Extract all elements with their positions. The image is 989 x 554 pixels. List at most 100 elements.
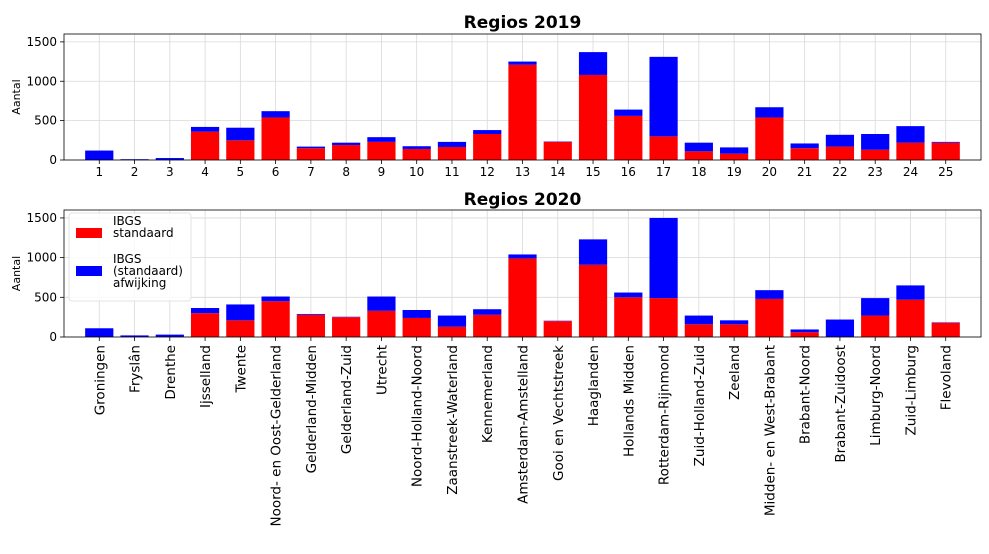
bar-afwijking xyxy=(755,290,783,299)
category-label: 12 xyxy=(480,165,495,179)
bar-standaard xyxy=(614,297,642,337)
bar-standaard xyxy=(861,150,889,160)
bar-afwijking xyxy=(403,146,431,149)
bar-standaard xyxy=(720,324,748,337)
category-label: Groningen xyxy=(92,345,108,415)
bar-standaard xyxy=(332,145,360,160)
bar-afwijking xyxy=(755,107,783,117)
bar-afwijking xyxy=(649,57,677,137)
y-tick-label: 0 xyxy=(49,153,57,167)
bar-standaard xyxy=(720,154,748,160)
y-axis-label: Aantal xyxy=(10,256,23,291)
category-label: 21 xyxy=(797,165,812,179)
bar-afwijking xyxy=(614,293,642,298)
category-label: 18 xyxy=(691,165,706,179)
category-label: 7 xyxy=(307,165,315,179)
bar-standaard xyxy=(826,147,854,160)
bar-afwijking xyxy=(473,309,501,315)
bar-afwijking xyxy=(297,147,325,149)
category-label: 14 xyxy=(550,165,565,179)
bar-standaard xyxy=(438,147,466,160)
bar-standaard xyxy=(438,327,466,337)
legend-swatch xyxy=(76,266,102,276)
bar-standaard xyxy=(367,311,395,337)
category-label: Zeeland xyxy=(727,345,743,400)
bar-afwijking xyxy=(367,297,395,311)
bar-standaard xyxy=(791,332,819,337)
chart-title: Regios 2020 xyxy=(464,190,582,210)
bar-afwijking xyxy=(226,128,254,141)
category-label: Gooi en Vechtstreek xyxy=(551,345,567,481)
bar-afwijking xyxy=(579,239,607,264)
category-label: Drenthe xyxy=(163,345,179,400)
category-label: 9 xyxy=(378,165,386,179)
bar-afwijking xyxy=(438,142,466,147)
category-label: Brabant-Noord xyxy=(798,345,814,444)
category-label: Midden- en West-Brabant xyxy=(762,345,778,516)
bar-standaard xyxy=(297,315,325,337)
bar-standaard xyxy=(614,116,642,160)
category-label: 25 xyxy=(938,165,953,179)
category-label: 10 xyxy=(409,165,424,179)
category-label: Ijsselland xyxy=(198,345,214,408)
bar-afwijking xyxy=(826,135,854,147)
bar-afwijking xyxy=(861,298,889,315)
chart-title: Regios 2019 xyxy=(464,13,582,33)
category-label: 19 xyxy=(726,165,741,179)
bar-afwijking xyxy=(438,316,466,327)
bar-afwijking xyxy=(191,127,219,132)
bar-afwijking xyxy=(579,52,607,75)
category-label: Haaglanden xyxy=(586,345,602,426)
bar-standaard xyxy=(262,117,290,160)
category-label: 1 xyxy=(95,165,103,179)
category-label: Zaanstreek-Waterland xyxy=(445,345,461,495)
category-label: 3 xyxy=(166,165,174,179)
y-tick-label: 500 xyxy=(34,114,57,128)
y-tick-label: 1000 xyxy=(26,251,57,265)
category-label: Amsterdam-Amstelland xyxy=(516,345,532,504)
bar-standaard xyxy=(367,142,395,160)
bar-standaard xyxy=(403,318,431,337)
bar-standaard xyxy=(932,143,960,160)
bar-afwijking xyxy=(932,142,960,143)
bar-standaard xyxy=(473,315,501,337)
bar-standaard xyxy=(226,320,254,337)
category-label: Zuid-Limburg xyxy=(903,345,919,435)
bar-standaard xyxy=(685,324,713,337)
bar-afwijking xyxy=(896,285,924,299)
category-label: Brabant-Zuidoost xyxy=(833,345,849,463)
bar-standaard xyxy=(508,65,536,160)
bar-afwijking xyxy=(861,134,889,150)
bar-standaard xyxy=(262,301,290,337)
bar-standaard xyxy=(473,134,501,160)
bar-standaard xyxy=(226,140,254,160)
bar-afwijking xyxy=(191,308,219,313)
bar-standaard xyxy=(544,142,572,160)
bar-afwijking xyxy=(896,126,924,143)
bar-afwijking xyxy=(262,297,290,302)
bar-afwijking xyxy=(262,111,290,117)
legend-swatch xyxy=(76,228,102,238)
bar-afwijking xyxy=(649,218,677,298)
bar-standaard xyxy=(403,149,431,160)
category-label: 2 xyxy=(131,165,139,179)
category-label: 15 xyxy=(585,165,600,179)
bar-standaard xyxy=(755,117,783,160)
bar-standaard xyxy=(932,323,960,337)
category-label: 13 xyxy=(515,165,530,179)
bar-standaard xyxy=(508,258,536,337)
bar-afwijking xyxy=(685,316,713,325)
bar-afwijking xyxy=(826,320,854,337)
category-label: Gelderland-Midden xyxy=(304,345,320,473)
bar-afwijking xyxy=(791,143,819,148)
category-label: Kennemerland xyxy=(480,345,496,443)
bar-standaard xyxy=(861,316,889,337)
bar-standaard xyxy=(191,313,219,337)
bar-afwijking xyxy=(508,62,536,65)
bar-standaard xyxy=(297,148,325,160)
category-label: Utrecht xyxy=(374,345,390,395)
bar-afwijking xyxy=(85,151,113,160)
